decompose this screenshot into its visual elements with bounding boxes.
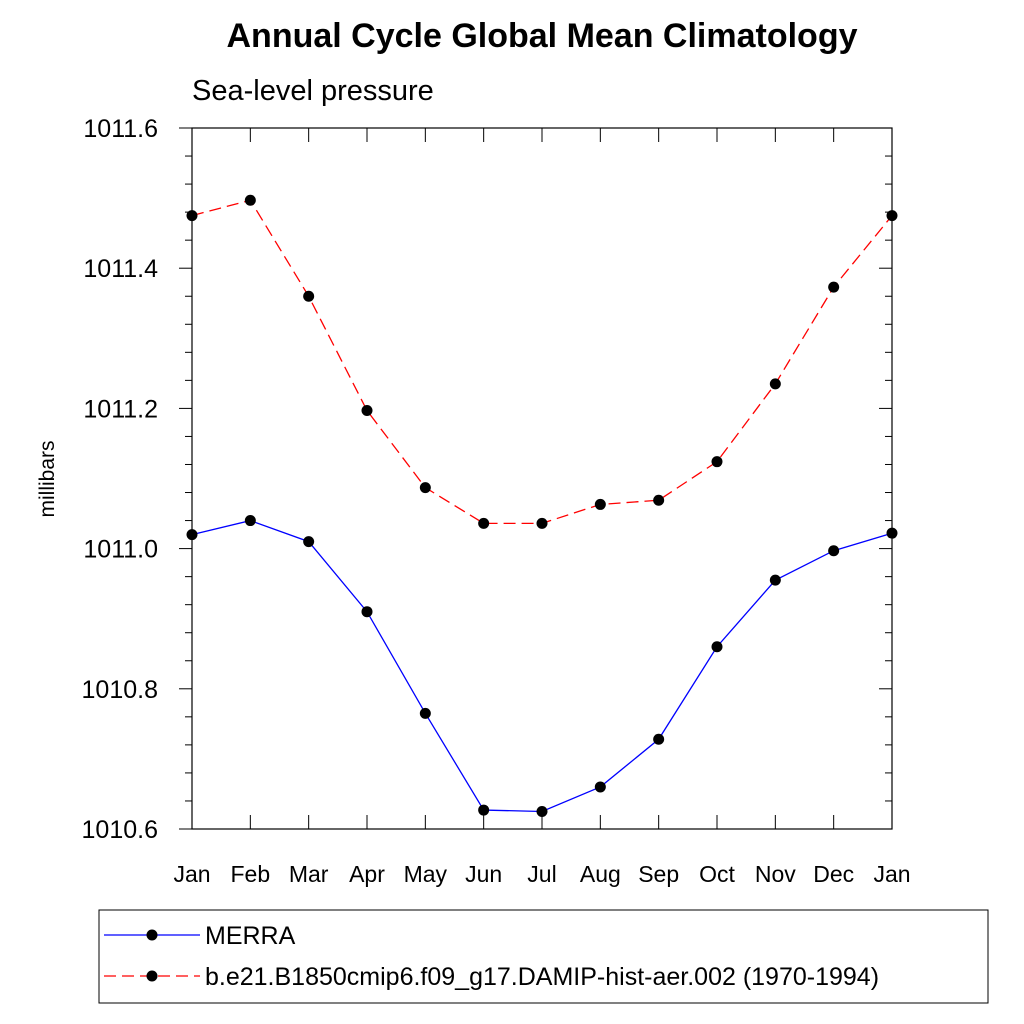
chart-subtitle: Sea-level pressure <box>192 75 434 107</box>
series-2 <box>186 194 898 529</box>
data-point <box>653 494 665 506</box>
data-point <box>536 517 548 529</box>
data-point <box>769 574 781 586</box>
chart-title: Annual Cycle Global Mean Climatology <box>227 17 858 55</box>
x-tick-labels: Jan Feb Mar Apr May Jun Jul Aug Sep Oct Nov Dec Jan <box>173 861 910 887</box>
plot-frame <box>191 127 893 830</box>
data-point <box>419 482 431 494</box>
axis-ticks <box>179 127 893 830</box>
series-layer <box>186 194 898 817</box>
legend-label: b.e21.B1850cmip6.f09_g17.DAMIP-hist-aer.… <box>205 963 879 991</box>
data-point <box>769 378 781 390</box>
y-tick-label: 1011.0 <box>83 536 158 564</box>
data-point <box>594 781 606 793</box>
y-tick-label: 1010.8 <box>82 676 158 704</box>
data-point <box>886 527 898 539</box>
data-point <box>419 707 431 719</box>
legend-marker <box>146 929 158 941</box>
legend-label: MERRA <box>205 922 296 950</box>
legend-marker <box>146 970 158 982</box>
x-tick-label: Jan <box>173 861 210 887</box>
y-tick-label: 1011.4 <box>83 255 158 283</box>
data-point <box>361 606 373 618</box>
y-tick-label: 1011.2 <box>83 395 158 423</box>
x-tick-label: Apr <box>349 861 385 887</box>
data-point <box>186 529 198 541</box>
y-tick-label: 1010.6 <box>82 816 158 844</box>
series-1 <box>186 515 898 817</box>
data-point <box>886 210 898 222</box>
data-point <box>828 281 840 293</box>
x-tick-label: Dec <box>813 861 854 887</box>
data-point <box>186 210 198 222</box>
x-tick-label: Nov <box>755 861 796 887</box>
data-point <box>594 498 606 510</box>
data-point <box>536 805 548 817</box>
x-tick-label: May <box>404 861 448 887</box>
x-tick-label: Aug <box>580 861 621 887</box>
data-point <box>828 545 840 557</box>
y-axis-label: millibars <box>36 440 59 517</box>
legend: MERRA b.e21.B1850cmip6.f09_g17.DAMIP-hist… <box>104 922 879 991</box>
y-tick-label: 1011.6 <box>83 115 158 143</box>
x-tick-label: Oct <box>699 861 735 887</box>
legend-box <box>98 909 989 1004</box>
legend-item-1: MERRA <box>104 922 296 950</box>
data-point <box>244 515 256 527</box>
y-tick-labels: 1010.6 1010.8 1011.0 1011.2 1011.4 1011.6 <box>82 115 159 844</box>
data-point <box>361 405 373 417</box>
x-tick-label: Jan <box>873 861 910 887</box>
data-point <box>244 194 256 206</box>
data-point <box>711 456 723 468</box>
data-point <box>303 536 315 548</box>
series-line <box>191 519 893 813</box>
data-point <box>478 517 490 529</box>
x-tick-label: Jul <box>527 861 556 887</box>
data-point <box>478 804 490 816</box>
series-line <box>191 199 893 525</box>
data-point <box>711 641 723 653</box>
x-tick-label: Jun <box>465 861 502 887</box>
x-tick-label: Feb <box>231 861 271 887</box>
data-point <box>303 290 315 302</box>
data-point <box>653 733 665 745</box>
x-tick-label: Sep <box>638 861 679 887</box>
x-tick-label: Mar <box>289 861 329 887</box>
legend-item-2: b.e21.B1850cmip6.f09_g17.DAMIP-hist-aer.… <box>104 963 879 991</box>
